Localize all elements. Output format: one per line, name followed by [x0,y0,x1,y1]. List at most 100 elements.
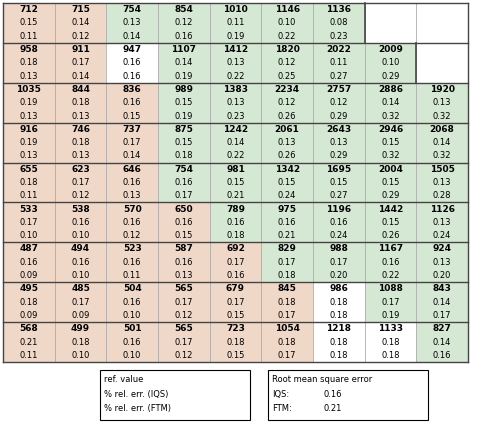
Text: 0.10: 0.10 [20,231,38,240]
Bar [313,282,364,322]
Bar [416,162,468,202]
Text: 2068: 2068 [430,125,454,134]
Text: 0.24: 0.24 [330,231,348,240]
Bar [158,202,210,243]
Text: 0.11: 0.11 [20,32,38,41]
Text: 0.15: 0.15 [278,178,296,187]
Text: 0.12: 0.12 [174,19,193,28]
Bar [313,3,364,43]
Text: 0.14: 0.14 [123,32,142,41]
Text: 485: 485 [71,285,90,293]
Text: 0.14: 0.14 [123,151,142,160]
Bar [416,243,468,282]
Bar [262,243,313,282]
Text: 737: 737 [122,125,142,134]
Text: 0.15: 0.15 [226,351,244,360]
Bar [106,282,158,322]
Text: % rel. err. (FTM): % rel. err. (FTM) [104,404,171,413]
Text: 494: 494 [71,245,90,254]
Text: 0.10: 0.10 [72,231,90,240]
Bar [100,370,250,420]
Text: 0.17: 0.17 [72,298,90,307]
Text: 0.11: 0.11 [330,59,348,67]
Text: 1383: 1383 [223,85,248,94]
Text: 523: 523 [123,245,142,254]
Text: 844: 844 [71,85,90,94]
Text: 0.12: 0.12 [123,231,142,240]
Bar [416,322,468,362]
Text: 495: 495 [20,285,38,293]
Bar [54,202,106,243]
Bar [210,322,262,362]
Text: 1107: 1107 [172,45,196,54]
Text: 754: 754 [122,5,142,14]
Bar [54,43,106,83]
Bar [3,3,54,43]
Text: 0.13: 0.13 [72,151,90,160]
Bar [262,282,313,322]
Bar [106,43,158,83]
Text: 1820: 1820 [274,45,299,54]
Text: 0.17: 0.17 [226,298,245,307]
Text: 0.13: 0.13 [226,59,245,67]
Text: 0.15: 0.15 [382,138,400,147]
Text: 0.23: 0.23 [330,32,348,41]
Text: 0.15: 0.15 [123,112,142,120]
Bar [54,322,106,362]
Text: 0.16: 0.16 [123,72,142,81]
Text: 0.14: 0.14 [382,98,400,107]
Text: 0.17: 0.17 [278,258,296,267]
Bar [364,322,416,362]
Text: 0.10: 0.10 [72,271,90,280]
Text: 0.15: 0.15 [20,19,38,28]
Text: 0.26: 0.26 [278,112,296,120]
Bar [364,43,416,83]
Text: 0.16: 0.16 [381,258,400,267]
Bar [158,3,210,43]
Text: 650: 650 [174,205,193,214]
Text: 0.18: 0.18 [20,178,38,187]
Text: 1342: 1342 [274,165,299,174]
Text: 0.15: 0.15 [174,231,193,240]
Text: 1126: 1126 [430,205,454,214]
Text: 0.19: 0.19 [174,72,193,81]
Text: 0.15: 0.15 [226,178,244,187]
Text: 1412: 1412 [223,45,248,54]
Text: 0.29: 0.29 [382,191,400,200]
Text: 0.16: 0.16 [323,390,342,399]
Bar [158,243,210,282]
Text: 0.15: 0.15 [226,311,244,320]
Bar [54,162,106,202]
Text: 692: 692 [226,245,245,254]
Text: 0.10: 0.10 [382,59,400,67]
Text: 0.21: 0.21 [20,338,38,346]
Text: 845: 845 [278,285,296,293]
Text: 0.15: 0.15 [174,98,193,107]
Text: 0.29: 0.29 [330,112,348,120]
Text: 843: 843 [432,285,452,293]
Text: FTM:: FTM: [272,404,292,413]
Bar [210,83,262,123]
Bar [106,162,158,202]
Text: 0.17: 0.17 [174,191,193,200]
Text: 0.13: 0.13 [433,98,452,107]
Text: 1505: 1505 [430,165,454,174]
Text: 0.16: 0.16 [123,298,142,307]
Text: 0.10: 0.10 [278,19,296,28]
Text: 986: 986 [330,285,348,293]
Text: 1136: 1136 [326,5,351,14]
Text: 0.13: 0.13 [278,138,296,147]
Text: % rel. err. (IQS): % rel. err. (IQS) [104,390,168,399]
Bar [3,282,54,322]
Bar [158,123,210,162]
Text: 0.18: 0.18 [72,138,90,147]
Text: 0.14: 0.14 [433,298,452,307]
Text: 0.14: 0.14 [433,338,452,346]
Text: 0.12: 0.12 [278,98,296,107]
Text: 0.27: 0.27 [330,72,348,81]
Text: 565: 565 [174,324,193,333]
Text: 0.15: 0.15 [330,178,348,187]
Text: 1242: 1242 [223,125,248,134]
Text: 854: 854 [174,5,194,14]
Text: 0.16: 0.16 [123,178,142,187]
